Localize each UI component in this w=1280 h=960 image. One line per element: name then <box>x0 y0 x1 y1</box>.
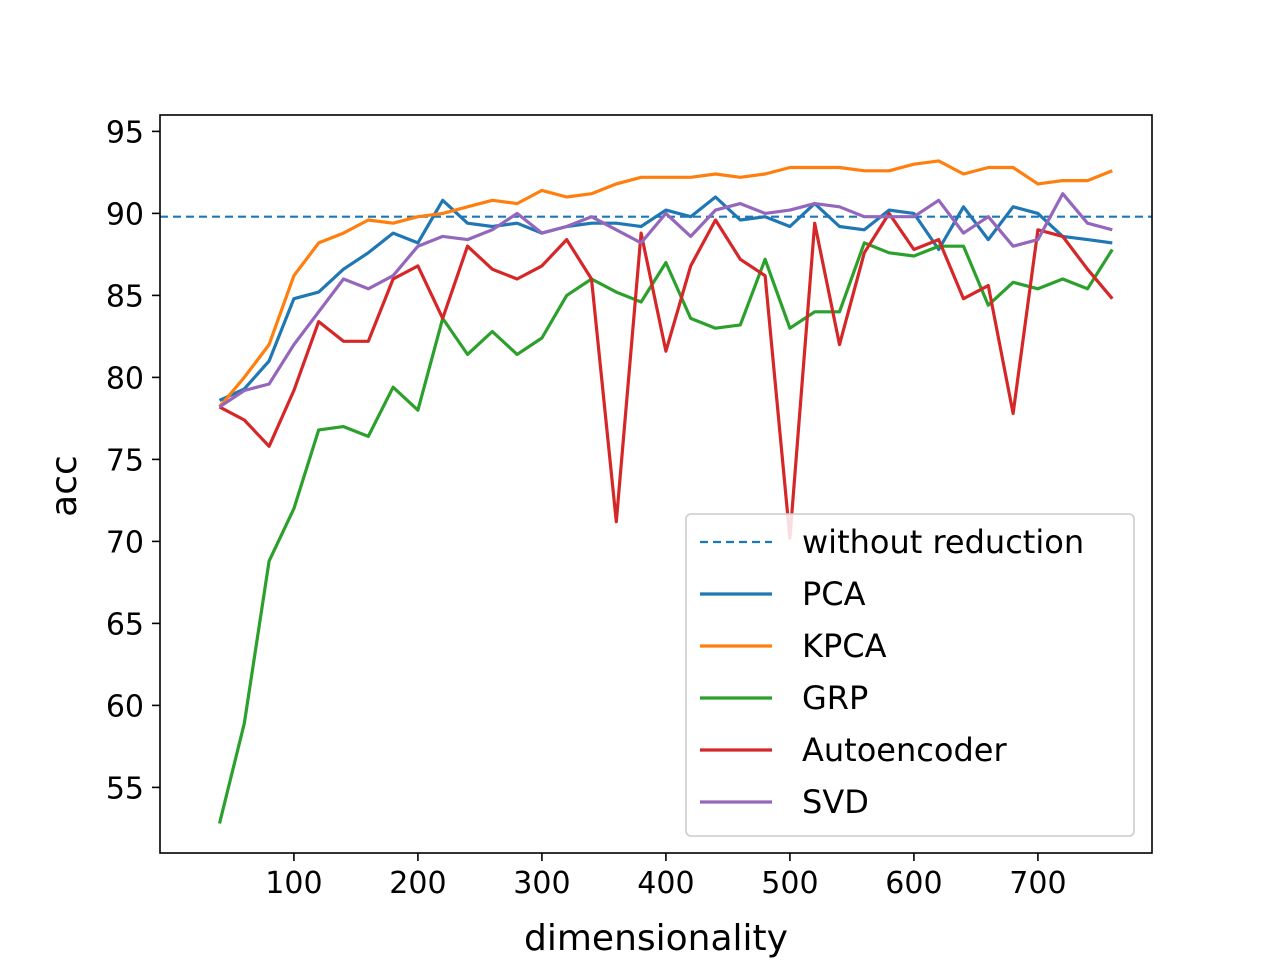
x-tick-label-300: 300 <box>513 866 570 901</box>
x-tick-label-100: 100 <box>265 866 322 901</box>
series-line-autoencoder <box>218 211 1114 540</box>
x-tick-label-500: 500 <box>761 866 818 901</box>
x-tick-label-700: 700 <box>1009 866 1066 901</box>
axes-frame <box>159 114 1153 854</box>
y-tick-label-75: 75 <box>106 443 144 478</box>
y-tick-label-55: 55 <box>106 771 144 806</box>
y-axis-label: acc <box>44 455 85 517</box>
x-tick-label-600: 600 <box>885 866 942 901</box>
series-line-svd <box>218 192 1113 409</box>
legend-label-grp: GRP <box>802 679 868 717</box>
series-line-grp <box>217 241 1114 824</box>
y-tick-label-90: 90 <box>106 197 144 232</box>
y-tick-label-65: 65 <box>106 607 144 642</box>
legend-box <box>685 513 1135 837</box>
y-tick-label-80: 80 <box>106 361 144 396</box>
legend-label-autoencoder: Autoencoder <box>802 731 1007 769</box>
y-tick-label-95: 95 <box>106 115 144 150</box>
y-tick-label-85: 85 <box>106 279 144 314</box>
series-line-kpca <box>218 159 1113 408</box>
legend: without reduction PCA KPCA GRP Autoencoder SV… <box>685 513 1135 837</box>
legend-label-kpca: KPCA <box>802 627 887 665</box>
legend-label-pca: PCA <box>802 575 866 613</box>
x-tick-label-400: 400 <box>637 866 694 901</box>
plot-area <box>159 114 1153 854</box>
legend-label-without-reduction: without reduction <box>802 523 1084 561</box>
x-tick-label-200: 200 <box>389 866 446 901</box>
y-tick-label-60: 60 <box>106 689 144 724</box>
x-axis-label: dimensionality <box>524 918 788 959</box>
series-line-pca <box>218 195 1113 402</box>
axis-ticks: 100 200 300 400 500 600 700 55 60 65 70 75 80 85 90 95 <box>106 115 1067 901</box>
legend-label-svd: SVD <box>802 783 869 821</box>
y-tick-label-70: 70 <box>106 525 144 560</box>
